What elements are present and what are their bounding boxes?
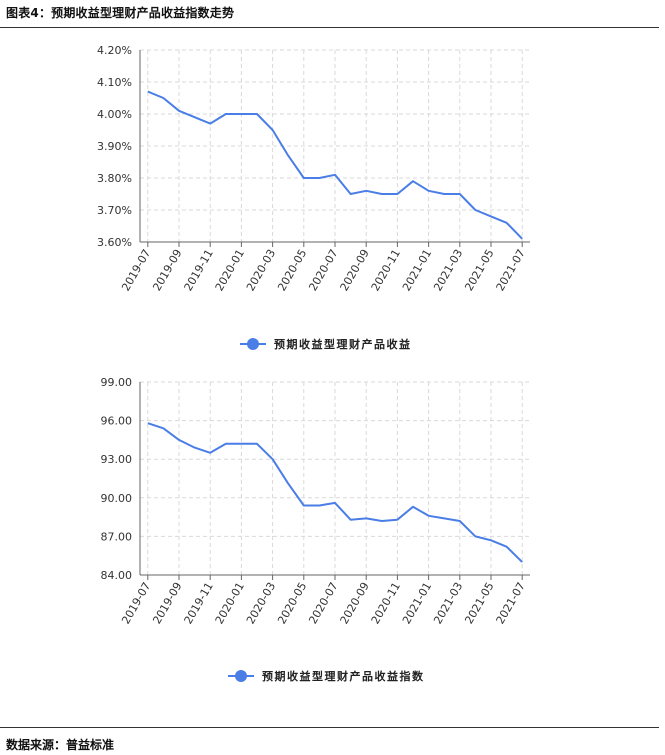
y-tick-label: 96.00: [101, 415, 133, 428]
x-tick-label: 2019-11: [182, 247, 216, 293]
series-line: [147, 90, 523, 240]
x-tick-label: 2021-07: [494, 580, 528, 626]
x-tick-label: 2020-01: [213, 580, 247, 626]
x-tick-label: 2021-01: [400, 580, 434, 626]
x-tick-label: 2020-03: [244, 580, 278, 626]
legend-label: 预期收益型理财产品收益: [274, 337, 412, 351]
figure-title: 图表4：预期收益型理财产品收益指数走势: [6, 6, 235, 20]
y-tick-label: 4.10%: [97, 76, 132, 89]
x-tick-label: 2021-01: [400, 247, 434, 293]
x-tick-label: 2021-03: [431, 247, 465, 293]
data-source: 数据来源：普益标准: [6, 738, 115, 752]
x-tick-label: 2020-01: [213, 247, 247, 293]
x-tick-label: 2019-07: [119, 580, 153, 626]
y-tick-label: 3.90%: [97, 140, 132, 153]
y-tick-label: 87.00: [101, 530, 133, 543]
legend-marker-icon: [235, 670, 247, 682]
x-tick-label: 2019-07: [119, 247, 153, 293]
y-tick-label: 93.00: [101, 453, 133, 466]
y-tick-label: 4.20%: [97, 44, 132, 57]
legend-marker-icon: [247, 338, 259, 350]
y-tick-label: 99.00: [101, 376, 133, 389]
x-tick-label: 2019-09: [150, 580, 184, 626]
x-tick-label: 2020-09: [338, 247, 372, 293]
series-line: [147, 422, 523, 563]
x-tick-label: 2019-09: [150, 247, 184, 293]
x-tick-label: 2021-05: [462, 580, 496, 626]
y-tick-label: 3.70%: [97, 204, 132, 217]
x-tick-label: 2020-05: [275, 580, 309, 626]
x-tick-label: 2020-11: [369, 247, 403, 293]
x-tick-label: 2021-07: [494, 247, 528, 293]
y-tick-label: 3.60%: [97, 236, 132, 249]
x-tick-label: 2021-05: [462, 247, 496, 293]
y-tick-label: 84.00: [101, 569, 133, 582]
y-tick-label: 3.80%: [97, 172, 132, 185]
x-tick-label: 2020-03: [244, 247, 278, 293]
y-tick-label: 90.00: [101, 492, 133, 505]
x-tick-label: 2020-05: [275, 247, 309, 293]
legend-label: 预期收益型理财产品收益指数: [262, 669, 425, 683]
legend[interactable]: 预期收益型理财产品收益: [240, 337, 412, 351]
x-tick-label: 2019-11: [182, 580, 216, 626]
bottom-rule: [0, 727, 659, 728]
top-rule: [0, 27, 659, 28]
legend[interactable]: 预期收益型理财产品收益指数: [228, 669, 425, 683]
chart-index: 99.0096.0093.0090.0087.0084.002019-07201…: [101, 376, 530, 683]
x-tick-label: 2020-09: [338, 580, 372, 626]
x-tick-label: 2020-07: [306, 580, 340, 626]
chart-yield: 4.20%4.10%4.00%3.90%3.80%3.70%3.60%2019-…: [97, 44, 530, 351]
x-tick-label: 2021-03: [431, 580, 465, 626]
x-tick-label: 2020-07: [306, 247, 340, 293]
y-tick-label: 4.00%: [97, 108, 132, 121]
x-tick-label: 2020-11: [369, 580, 403, 626]
